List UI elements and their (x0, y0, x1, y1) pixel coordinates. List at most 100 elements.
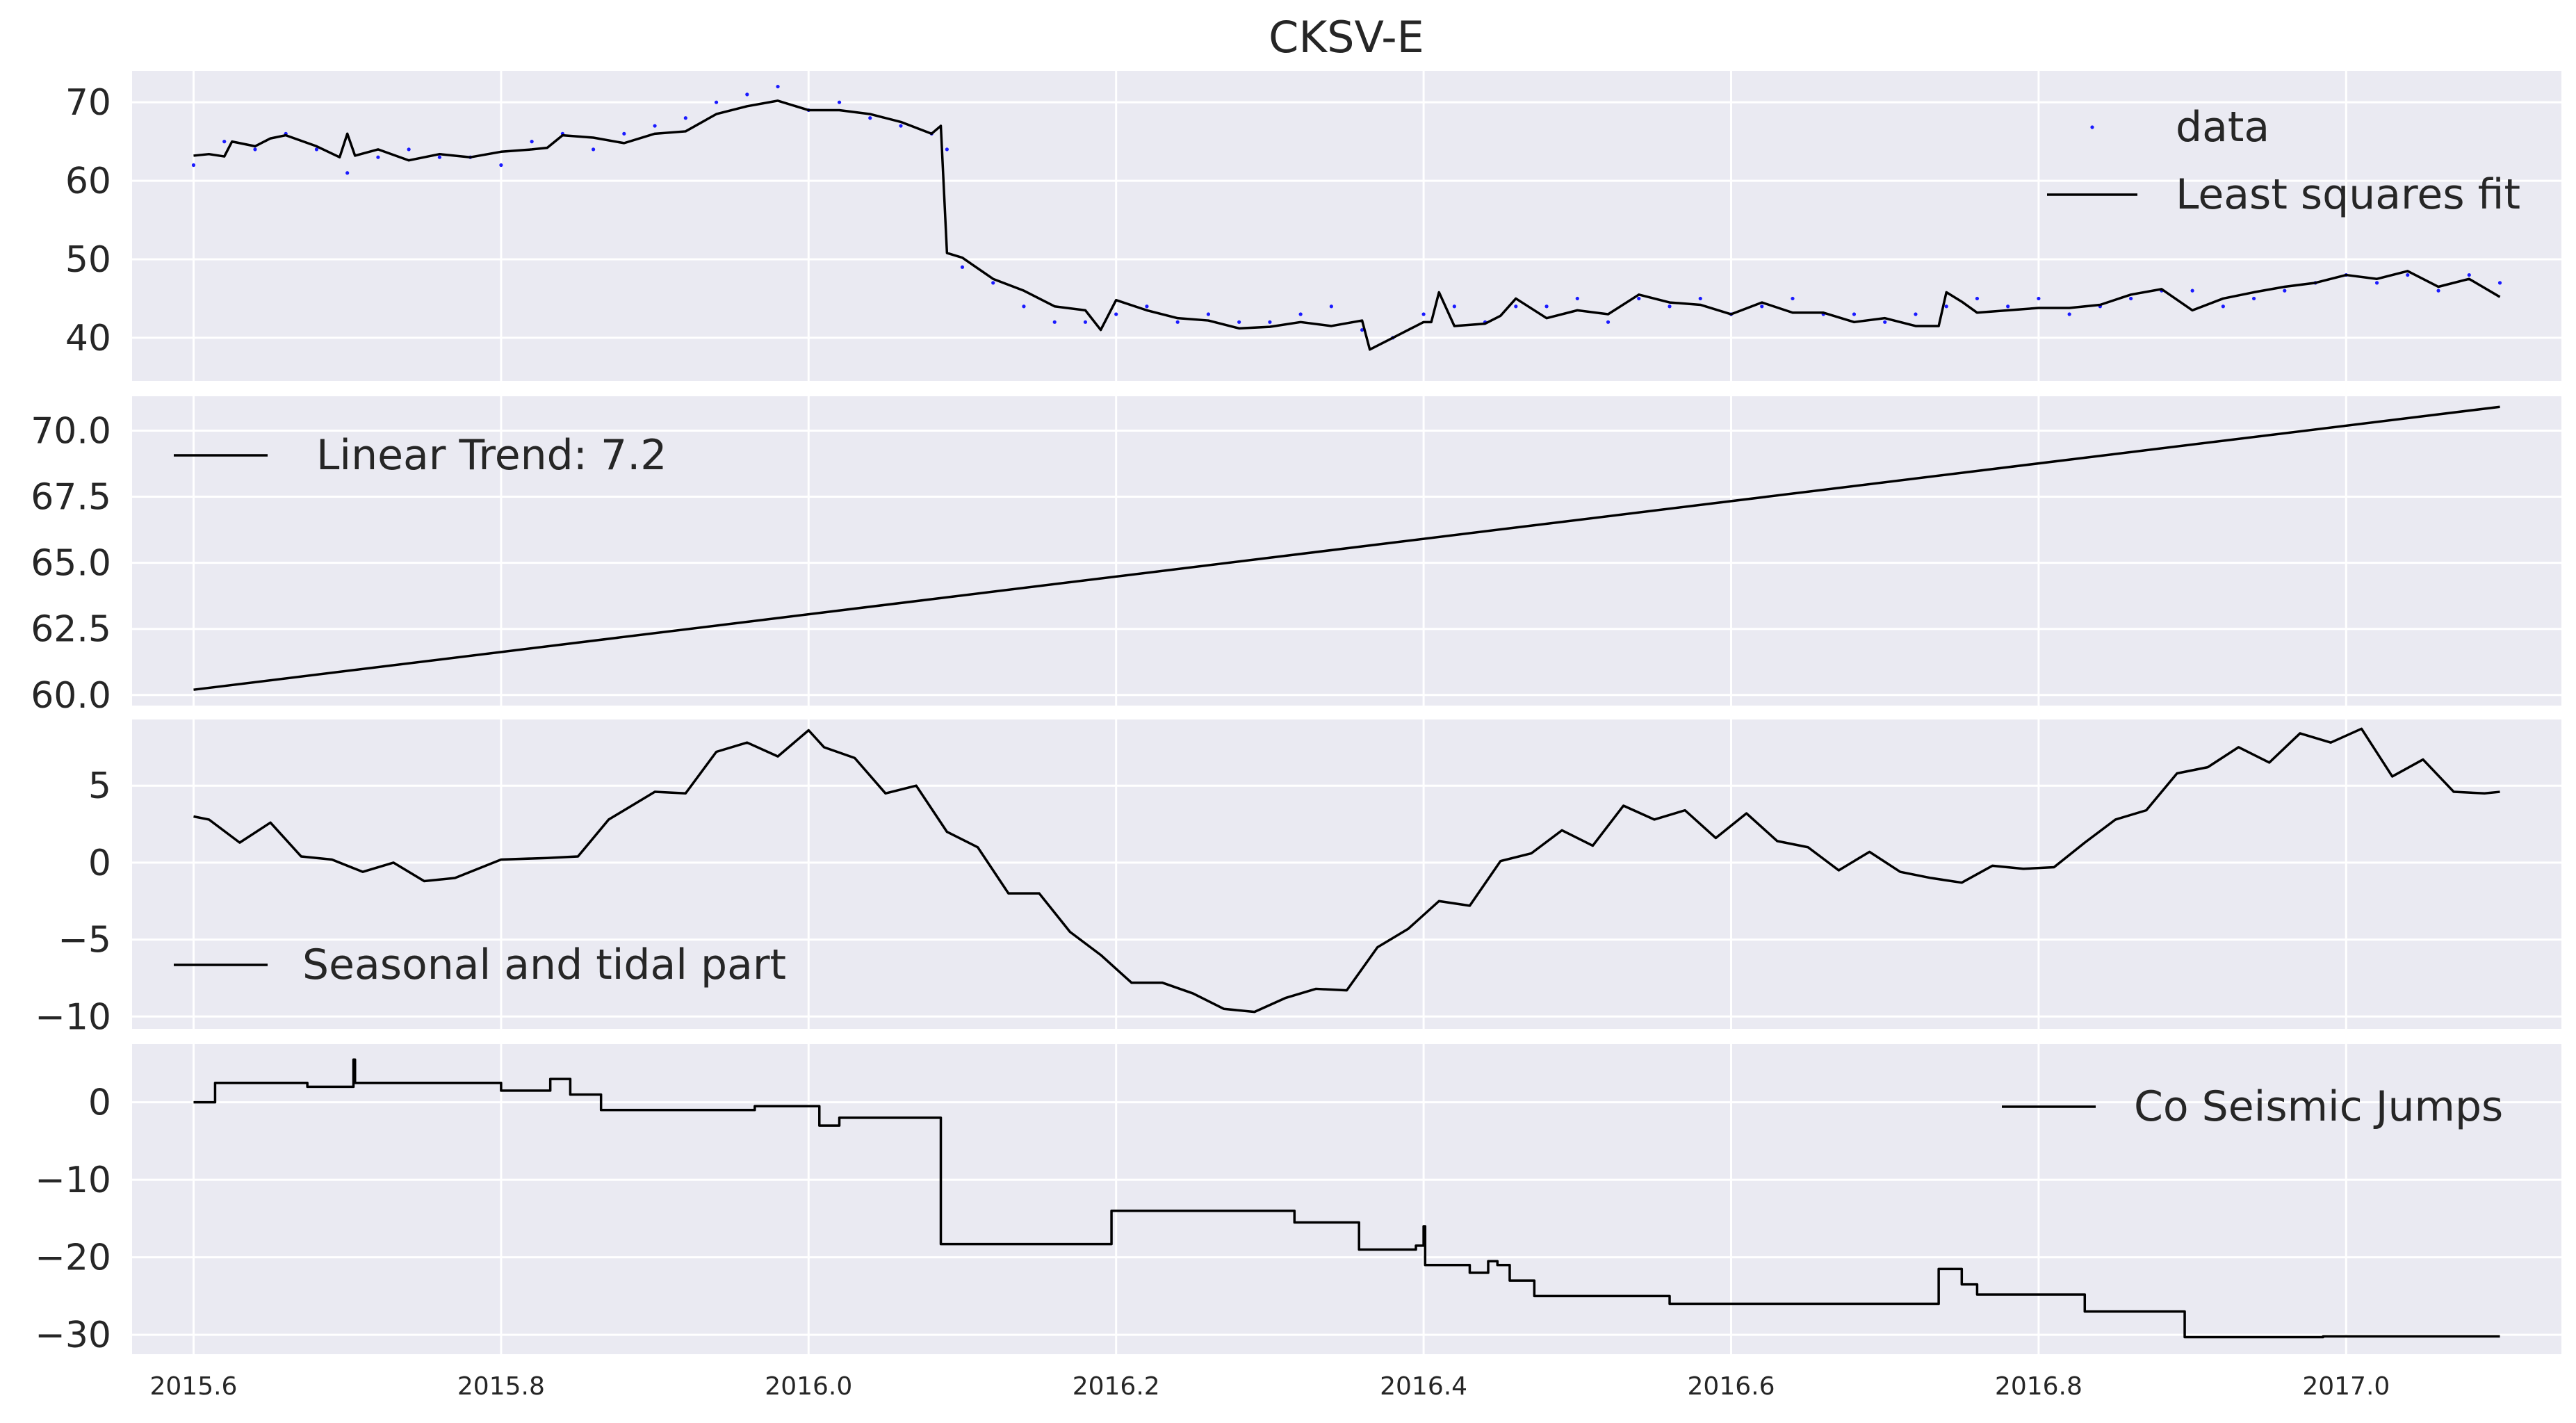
data-point (1206, 312, 1211, 316)
data-point (622, 131, 626, 136)
data-point (1575, 296, 1579, 301)
data-point (314, 147, 319, 152)
series-line-jumps (193, 1058, 2500, 1339)
y-tick-label: 60 (65, 161, 111, 202)
data-point (376, 155, 380, 159)
data-point (253, 147, 257, 152)
data-point (2283, 288, 2287, 293)
data-point (837, 100, 842, 104)
y-tick-label: −5 (58, 920, 111, 961)
plot-area-seasonal (132, 719, 2561, 1029)
legend-marker (2090, 125, 2094, 129)
data-point (2467, 273, 2471, 277)
y-tick-label: 0 (88, 843, 111, 884)
y-tick-label: 60.0 (31, 675, 111, 717)
subplot-fit: 40 50 60 70 data Least squares fit (65, 71, 2561, 381)
data-point (222, 140, 227, 144)
series-line-seasonal (193, 727, 2500, 1014)
data-point (1268, 320, 1272, 324)
data-point (1052, 320, 1057, 324)
x-tick-label: 2016.2 (1073, 1372, 1160, 1401)
data-point (868, 116, 872, 120)
x-tick-label: 2016.0 (765, 1372, 852, 1401)
y-tick-label: 5 (88, 765, 111, 807)
data-point (2221, 304, 2225, 309)
data-point (991, 281, 995, 285)
legend-jumps: Co Seismic Jumps (2002, 1082, 2503, 1131)
y-tick-label: 70.0 (31, 410, 111, 452)
data-point (1637, 296, 1641, 301)
data-point (2129, 296, 2133, 301)
data-point (653, 124, 657, 128)
data-point (776, 84, 780, 89)
y-tick-label: 50 (65, 239, 111, 281)
subplot-trend: 60.0 62.5 65.0 67.5 70.0 Linear Trend: 7.2 (31, 396, 2561, 717)
data-point (2190, 288, 2194, 293)
subplot-seasonal: −10 −5 0 5 Seasonal and tidal part (35, 719, 2561, 1038)
data-point (1360, 328, 1364, 332)
legend-label: Seasonal and tidal part (302, 941, 786, 989)
y-tick-label: 40 (65, 318, 111, 359)
data-point (1944, 304, 1948, 309)
data-point (592, 147, 596, 152)
data-point (1237, 320, 1241, 324)
data-point (1329, 304, 1333, 309)
data-point (1760, 304, 1764, 309)
y-tick-label: 62.5 (31, 609, 111, 651)
data-point (2067, 312, 2071, 316)
data-point (1791, 296, 1795, 301)
data-point (1514, 304, 1518, 309)
x-tick-label: 2015.8 (457, 1372, 545, 1401)
legend-seasonal: Seasonal and tidal part (174, 941, 786, 989)
data-point (1544, 304, 1549, 309)
legend-label: Linear Trend: 7.2 (316, 431, 667, 480)
subplot-jumps: −30 −20 −10 0 2015.6 2015.8 2016.0 2016.2 2016.4… (35, 1044, 2561, 1401)
data-point (2497, 281, 2502, 285)
data-point (407, 147, 411, 152)
data-point (1975, 296, 1980, 301)
y-tick-label: −10 (35, 1160, 111, 1201)
plot-area-jumps (132, 1044, 2561, 1354)
x-tick-label: 2016.4 (1380, 1372, 1467, 1401)
x-tick-label: 2016.6 (1688, 1372, 1775, 1401)
y-tick-label: 0 (88, 1082, 111, 1124)
data-point (1698, 296, 1702, 301)
data-point (1852, 312, 1857, 316)
data-point (1298, 312, 1303, 316)
y-tick-label: −10 (35, 996, 111, 1038)
data-point (1421, 312, 1426, 316)
y-tick-label: 65.0 (31, 543, 111, 585)
x-tick-label: 2016.8 (1995, 1372, 2082, 1401)
legend-trend: Linear Trend: 7.2 (174, 431, 667, 480)
data-point (1452, 304, 1456, 309)
legend-label: data (2176, 103, 2269, 152)
data-point (2436, 288, 2440, 293)
data-point (714, 100, 719, 104)
data-point (683, 116, 687, 120)
data-point (960, 265, 965, 269)
y-tick-label: 67.5 (31, 477, 111, 519)
data-point (1114, 312, 1118, 316)
y-tick-label: −20 (35, 1237, 111, 1279)
data-point (1606, 320, 1611, 324)
data-point (1175, 320, 1180, 324)
data-point (1883, 320, 1887, 324)
data-point (2037, 296, 2041, 301)
series-line-trend (193, 405, 2500, 691)
data-point (530, 140, 534, 144)
data-point (1083, 320, 1088, 324)
series-line-fit (193, 99, 2501, 351)
data-point (945, 147, 949, 152)
data-point (191, 163, 196, 168)
data-point (2251, 296, 2256, 301)
data-point (1022, 304, 1026, 309)
data-point (745, 92, 749, 97)
data-point (2006, 304, 2010, 309)
data-point (2406, 273, 2410, 277)
data-point (1668, 304, 1672, 309)
data-point (899, 124, 903, 128)
legend-fit: data Least squares fit (2047, 103, 2520, 219)
x-tick-label: 2017.0 (2302, 1372, 2390, 1401)
